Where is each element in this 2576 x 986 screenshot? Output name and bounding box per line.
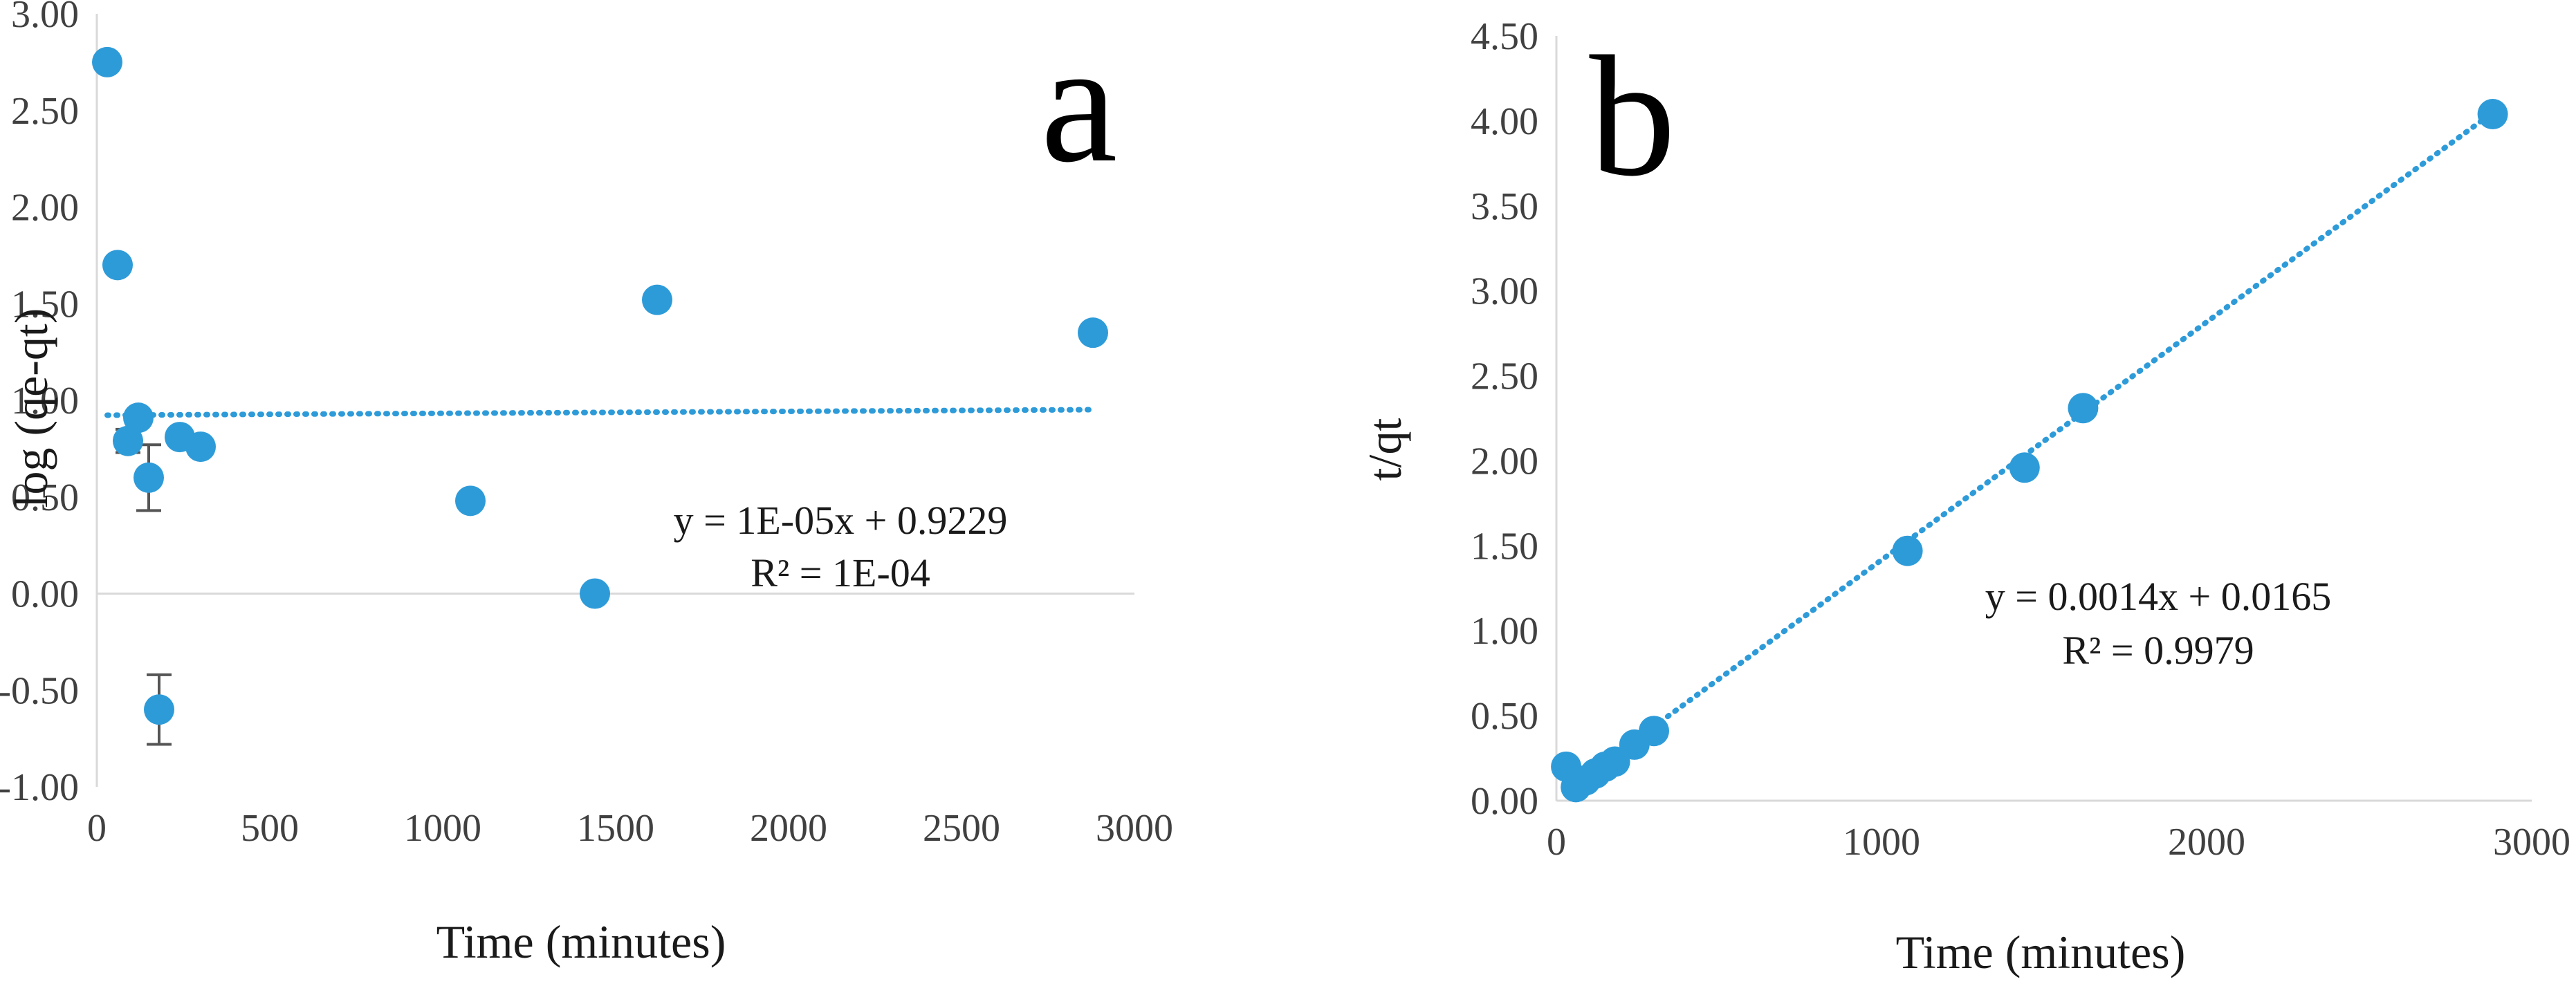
x-tick-label: 2500 xyxy=(923,807,1000,850)
y-tick-label: 0.50 xyxy=(11,476,79,519)
data-point xyxy=(2009,452,2040,483)
x-axis-label-b: Time (minutes) xyxy=(1896,926,2186,978)
trendline-a xyxy=(104,407,1096,418)
y-tick-label: 2.00 xyxy=(11,187,79,230)
data-point xyxy=(642,284,672,315)
x-tick-label: 1000 xyxy=(1843,821,1920,864)
panel-letter-a: a xyxy=(1041,7,1118,198)
y-axis-label-b: t/qt xyxy=(1359,418,1411,481)
chart-panel-a: -1.00 -0.50 0.00 0.50 1.00 1.50 2.00 2.50 3.00 0… xyxy=(0,0,1173,968)
x-tick-label: 500 xyxy=(241,807,299,850)
y-tick-labels-a: -1.00 -0.50 0.00 0.50 1.00 1.50 2.00 2.50 3.00 xyxy=(0,0,79,809)
data-points-b xyxy=(1551,99,2508,803)
data-point xyxy=(134,462,164,493)
x-tick-label: 1500 xyxy=(577,807,654,850)
y-tick-label: 3.00 xyxy=(1471,270,1538,313)
r-squared-b: R² = 0.9979 xyxy=(2062,628,2254,673)
y-tick-label: 0.50 xyxy=(1471,695,1538,738)
x-tick-label: 3000 xyxy=(1096,807,1173,850)
y-tick-label: 2.50 xyxy=(1471,355,1538,398)
y-tick-label: -1.00 xyxy=(0,766,79,809)
y-tick-label: 0.00 xyxy=(1471,780,1538,823)
data-point xyxy=(1639,716,1669,747)
x-tick-label: 0 xyxy=(1547,821,1566,864)
y-tick-label: 2.00 xyxy=(1471,440,1538,483)
data-point xyxy=(144,694,174,725)
y-tick-label: 0.00 xyxy=(11,573,79,616)
r-squared-a: R² = 1E-04 xyxy=(751,550,930,595)
data-point xyxy=(2477,99,2508,130)
data-point xyxy=(1892,535,1923,566)
trend-equation-b: y = 0.0014x + 0.0165 xyxy=(1985,574,2331,619)
x-axis-label-a: Time (minutes) xyxy=(436,915,726,968)
x-tick-labels-a: 0 500 1000 1500 2000 2500 3000 xyxy=(87,807,1173,850)
y-axis-label-a: log (qe-qt) xyxy=(5,308,57,508)
x-tick-label: 0 xyxy=(87,807,107,850)
y-tick-label: 3.00 xyxy=(11,0,79,36)
y-tick-label: 1.00 xyxy=(11,380,79,422)
chart-panel-b: 0.00 0.50 1.00 1.50 2.00 2.50 3.00 3.50 4.00 4.50… xyxy=(1359,15,2570,978)
y-tick-label: -0.50 xyxy=(0,669,79,712)
y-tick-label: 1.50 xyxy=(11,283,79,326)
x-tick-label: 2000 xyxy=(2168,821,2245,864)
data-point xyxy=(92,46,122,77)
x-tick-label: 1000 xyxy=(404,807,481,850)
x-tick-labels-b: 0 1000 2000 3000 xyxy=(1547,821,2570,864)
y-tick-label: 2.50 xyxy=(11,90,79,133)
plot-area-b xyxy=(1555,36,2532,802)
data-point xyxy=(580,578,610,609)
trend-equation-a: y = 1E-05x + 0.9229 xyxy=(674,498,1008,543)
y-tick-label: 1.00 xyxy=(1471,610,1538,653)
trendline-b xyxy=(1563,109,2496,794)
data-point xyxy=(185,431,216,463)
trendline-segment xyxy=(1563,109,2496,794)
data-point xyxy=(102,250,133,281)
x-tick-label: 3000 xyxy=(2493,821,2570,864)
y-tick-label: 1.50 xyxy=(1471,525,1538,568)
data-point xyxy=(2068,393,2099,424)
y-tick-labels-b: 0.00 0.50 1.00 1.50 2.00 2.50 3.00 3.50 4.00 4.50 xyxy=(1471,15,1538,823)
trendline-segment xyxy=(104,407,1096,418)
data-point xyxy=(113,425,143,456)
y-tick-label: 3.50 xyxy=(1471,185,1538,228)
y-tick-label: 4.00 xyxy=(1471,100,1538,143)
data-points-a xyxy=(92,46,1108,725)
panel-letter-b: b xyxy=(1590,21,1676,212)
plot-area-a xyxy=(95,14,1134,787)
data-point xyxy=(123,402,154,434)
x-tick-label: 2000 xyxy=(750,807,827,850)
y-tick-label: 4.50 xyxy=(1471,15,1538,58)
data-point xyxy=(1078,317,1108,348)
data-point xyxy=(455,485,486,517)
